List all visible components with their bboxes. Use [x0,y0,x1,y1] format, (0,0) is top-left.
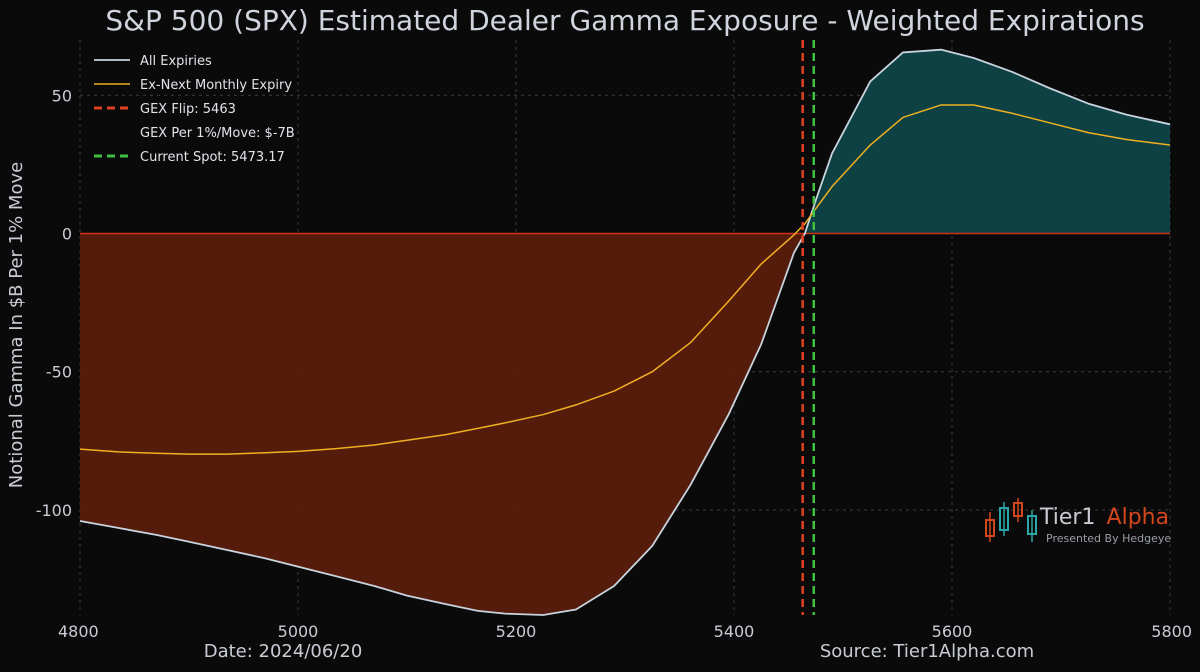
axis-ticks: 4800 5000 5200 5400 5600 5800 50 0 -50 -100 [36,86,1192,641]
legend-current-spot-label: Current Spot: 5473.17 [140,150,285,165]
all-expiries-line [79,48,1171,616]
x-tick-label: 5400 [714,622,755,641]
x-tick-label: 5600 [932,622,973,641]
footer-date: Date: 2024/06/20 [204,641,363,662]
series-lines [79,48,1171,616]
x-tick-label: 5200 [496,622,537,641]
legend-ex-next-monthly-label: Ex-Next Monthly Expiry [140,78,292,93]
svg-text:Tier1 Alpha: Tier1 Alpha [1039,505,1169,530]
legend: All Expiries Ex-Next Monthly Expiry GEX Fl… [94,54,295,165]
y-tick-label: 50 [52,86,72,105]
legend-gex-per-move-label: GEX Per 1%/Move: $-7B [140,126,295,141]
area-fills [80,49,1170,615]
ex-next-monthly-line [79,104,1171,455]
candlestick-icon [985,498,1037,542]
x-tick-label: 4800 [58,622,99,641]
legend-all-expiries-label: All Expiries [140,54,212,69]
chart-title: S&P 500 (SPX) Estimated Dealer Gamma Exp… [105,4,1144,37]
legend-gex-flip-label: GEX Flip: 5463 [140,102,236,117]
negative-gamma-area [80,233,805,615]
logo-tagline: Presented By Hedgeye [1046,532,1171,545]
y-axis-label: Notional Gamma In $B Per 1% Move [6,162,27,488]
x-tick-label: 5000 [278,622,319,641]
logo-name-part2: Alpha [1107,505,1170,530]
logo-name-part1: Tier1 [1039,505,1095,530]
legend-ex-next-monthly: Ex-Next Monthly Expiry [94,78,292,93]
legend-current-spot: Current Spot: 5473.17 [94,150,285,165]
footer-source: Source: Tier1Alpha.com [820,641,1034,662]
legend-gex-flip: GEX Flip: 5463 [94,102,236,117]
y-tick-label: 0 [62,225,72,244]
positive-gamma-area [804,49,1170,234]
y-tick-label: -100 [36,501,72,520]
tier1-alpha-logo: Tier1 Alpha Presented By Hedgeye [985,498,1171,545]
legend-all-expiries: All Expiries [94,54,212,69]
legend-gex-per-move: GEX Per 1%/Move: $-7B [140,126,295,141]
y-tick-label: -50 [46,363,72,382]
vertical-markers [801,40,816,615]
x-tick-label: 5800 [1151,622,1192,641]
